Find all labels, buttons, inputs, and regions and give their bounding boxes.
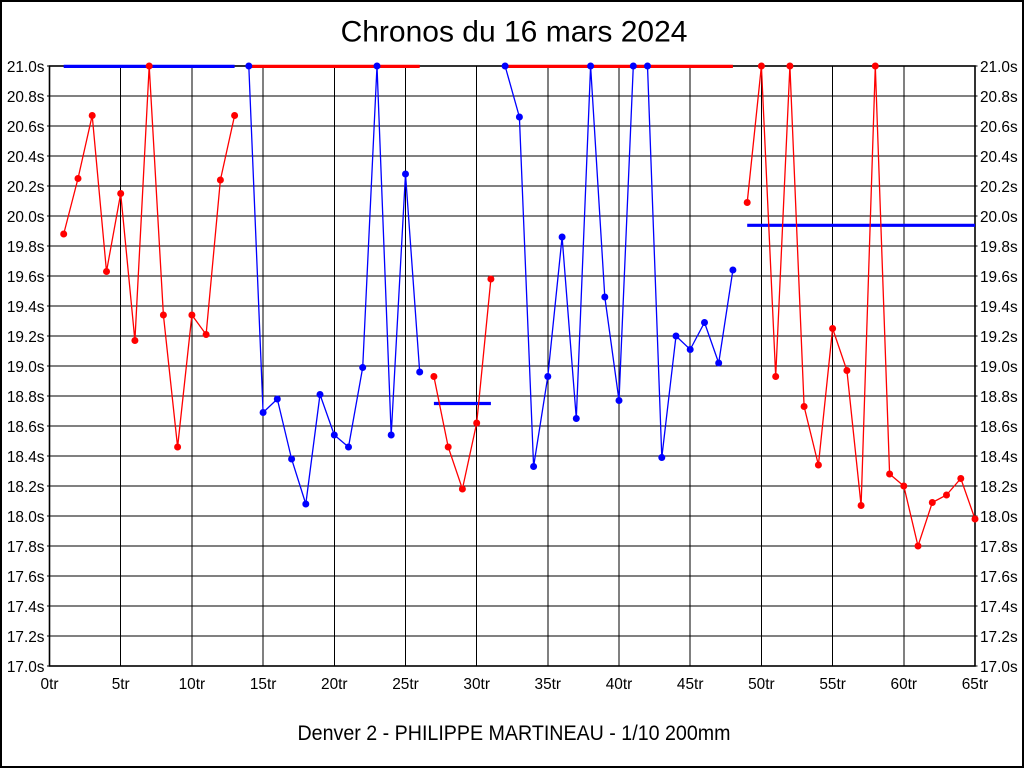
svg-text:18.0s: 18.0s xyxy=(980,509,1018,526)
svg-text:19.8s: 19.8s xyxy=(7,239,45,256)
svg-text:Denver 2 - PHILIPPE MARTINEAU: Denver 2 - PHILIPPE MARTINEAU - 1/10 200… xyxy=(298,721,731,745)
svg-text:60tr: 60tr xyxy=(891,676,918,693)
svg-text:17.6s: 17.6s xyxy=(980,569,1018,586)
svg-text:20.0s: 20.0s xyxy=(7,209,45,226)
svg-text:30tr: 30tr xyxy=(463,676,490,693)
svg-text:15tr: 15tr xyxy=(250,676,277,693)
svg-text:17.0s: 17.0s xyxy=(7,659,45,676)
svg-text:10tr: 10tr xyxy=(179,676,206,693)
svg-text:20.4s: 20.4s xyxy=(980,149,1018,166)
svg-text:20tr: 20tr xyxy=(321,676,348,693)
svg-text:65tr: 65tr xyxy=(962,676,989,693)
svg-text:18.8s: 18.8s xyxy=(980,389,1018,406)
svg-text:18.6s: 18.6s xyxy=(7,419,45,436)
svg-text:20.2s: 20.2s xyxy=(7,179,45,196)
svg-text:17.8s: 17.8s xyxy=(980,539,1018,556)
svg-text:45tr: 45tr xyxy=(677,676,704,693)
svg-text:19.0s: 19.0s xyxy=(980,359,1018,376)
svg-text:18.2s: 18.2s xyxy=(7,479,45,496)
svg-text:19.8s: 19.8s xyxy=(980,239,1018,256)
svg-text:18.4s: 18.4s xyxy=(7,449,45,466)
svg-text:19.6s: 19.6s xyxy=(980,269,1018,286)
svg-text:19.4s: 19.4s xyxy=(980,299,1018,316)
svg-text:50tr: 50tr xyxy=(748,676,775,693)
svg-text:18.8s: 18.8s xyxy=(7,389,45,406)
svg-text:20.0s: 20.0s xyxy=(980,209,1018,226)
svg-text:0tr: 0tr xyxy=(41,676,59,693)
svg-text:19.6s: 19.6s xyxy=(7,269,45,286)
svg-text:55tr: 55tr xyxy=(819,676,846,693)
svg-text:17.4s: 17.4s xyxy=(980,599,1018,616)
svg-text:17.2s: 17.2s xyxy=(980,629,1018,646)
svg-text:21.0s: 21.0s xyxy=(980,59,1018,76)
svg-text:20.2s: 20.2s xyxy=(980,179,1018,196)
svg-text:20.4s: 20.4s xyxy=(7,149,45,166)
svg-text:18.2s: 18.2s xyxy=(980,479,1018,496)
svg-text:20.8s: 20.8s xyxy=(980,89,1018,106)
svg-text:35tr: 35tr xyxy=(535,676,562,693)
svg-text:19.0s: 19.0s xyxy=(7,359,45,376)
svg-text:Chronos du 16 mars 2024: Chronos du 16 mars 2024 xyxy=(341,16,688,49)
svg-text:20.6s: 20.6s xyxy=(7,119,45,136)
svg-text:17.0s: 17.0s xyxy=(980,659,1018,676)
svg-text:18.0s: 18.0s xyxy=(7,509,45,526)
svg-text:17.2s: 17.2s xyxy=(7,629,45,646)
svg-text:19.2s: 19.2s xyxy=(980,329,1018,346)
svg-text:18.6s: 18.6s xyxy=(980,419,1018,436)
svg-text:17.8s: 17.8s xyxy=(7,539,45,556)
svg-text:17.6s: 17.6s xyxy=(7,569,45,586)
svg-text:19.4s: 19.4s xyxy=(7,299,45,316)
svg-text:5tr: 5tr xyxy=(112,676,130,693)
svg-text:18.4s: 18.4s xyxy=(980,449,1018,466)
svg-text:20.6s: 20.6s xyxy=(980,119,1018,136)
svg-text:40tr: 40tr xyxy=(606,676,633,693)
svg-text:19.2s: 19.2s xyxy=(7,329,45,346)
svg-text:25tr: 25tr xyxy=(392,676,419,693)
svg-text:20.8s: 20.8s xyxy=(7,89,45,106)
svg-text:17.4s: 17.4s xyxy=(7,599,45,616)
svg-text:21.0s: 21.0s xyxy=(7,59,45,76)
